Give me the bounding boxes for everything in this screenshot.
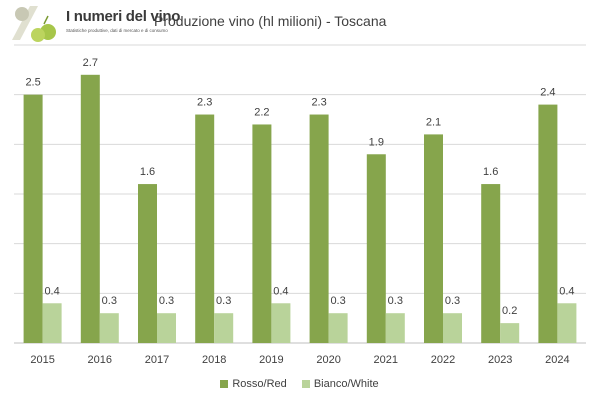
x-tick-label-2019: 2019 [259, 354, 283, 366]
x-tick-label-2016: 2016 [88, 354, 112, 366]
x-tick-label-2022: 2022 [431, 354, 455, 366]
data-label-rosso-2016: 2.7 [83, 57, 98, 69]
bar-bianco-2019 [271, 303, 291, 343]
bar-bianco-2022 [443, 313, 462, 343]
bar-bianco-2015 [42, 303, 62, 343]
legend-swatch-bianco [301, 380, 310, 389]
bar-rosso-2022 [424, 134, 443, 343]
data-label-rosso-2020: 2.3 [311, 97, 326, 109]
legend-swatch-rosso [220, 380, 229, 389]
percent-wine-logo-icon [12, 6, 56, 42]
bar-rosso-2024 [538, 104, 558, 343]
bar-chart: 2.5 0.4 2015 2.7 0.3 2016 1.6 0.3 2017 2.3 0.3 2018… [14, 44, 586, 366]
bar-bianco-2024 [557, 303, 577, 343]
chart-title: Produzione vino (hl milioni) - Toscana [154, 13, 387, 29]
bar-bianco-2021 [385, 313, 405, 343]
x-tick-label-2017: 2017 [145, 354, 169, 366]
data-label-bianco-2015: 0.4 [44, 285, 59, 297]
brand-tagline: Statistiche produttive, dati di mercato … [66, 28, 168, 33]
bar-bianco-2023 [500, 323, 520, 343]
x-tick-label-2024: 2024 [545, 354, 569, 366]
data-label-rosso-2024: 2.4 [540, 87, 555, 99]
x-tick-label-2023: 2023 [488, 354, 512, 366]
bar-rosso-2020 [309, 114, 329, 344]
data-label-rosso-2021: 1.9 [369, 136, 384, 148]
bar-rosso-2019 [252, 124, 272, 343]
data-label-bianco-2019: 0.4 [273, 285, 288, 297]
data-label-rosso-2017: 1.6 [140, 166, 155, 178]
bar-bianco-2020 [328, 313, 348, 343]
data-label-bianco-2016: 0.3 [102, 295, 117, 307]
legend-label-bianco: Bianco/White [313, 378, 379, 391]
x-tick-label-2018: 2018 [202, 354, 226, 366]
legend-label-rosso: Rosso/Red [232, 378, 287, 391]
logo: I numeri del vino Statistiche produttive… [4, 2, 180, 46]
data-label-bianco-2017: 0.3 [159, 295, 174, 307]
bar-bianco-2018 [214, 313, 234, 343]
x-tick-label-2021: 2021 [374, 354, 398, 366]
data-label-bianco-2018: 0.3 [216, 295, 231, 307]
legend: Rosso/Red Bianco/White [0, 378, 599, 390]
x-tick-label-2015: 2015 [30, 354, 54, 366]
bar-rosso-2023 [481, 184, 501, 343]
data-label-bianco-2024: 0.4 [559, 285, 574, 297]
data-label-bianco-2021: 0.3 [388, 295, 403, 307]
data-label-bianco-2022: 0.3 [445, 295, 460, 307]
x-tick-label-2020: 2020 [316, 354, 340, 366]
bar-rosso-2018 [195, 114, 215, 344]
data-label-bianco-2023: 0.2 [502, 305, 517, 317]
brand-name: I numeri del vino [66, 8, 181, 25]
legend-item-bianco: Bianco/White [301, 378, 379, 391]
data-label-rosso-2022: 2.1 [426, 116, 441, 128]
bar-rosso-2015 [23, 94, 43, 344]
data-label-rosso-2019: 2.2 [254, 106, 269, 118]
bar-bianco-2016 [99, 313, 119, 343]
data-label-rosso-2018: 2.3 [197, 97, 212, 109]
data-label-rosso-2015: 2.5 [25, 77, 40, 89]
bar-rosso-2016 [80, 74, 100, 344]
bar-rosso-2021 [366, 154, 386, 343]
bar-rosso-2017 [138, 184, 157, 343]
data-label-bianco-2020: 0.3 [330, 295, 345, 307]
data-label-rosso-2023: 1.6 [483, 166, 498, 178]
legend-item-rosso: Rosso/Red [220, 378, 287, 391]
bar-bianco-2017 [157, 313, 176, 343]
